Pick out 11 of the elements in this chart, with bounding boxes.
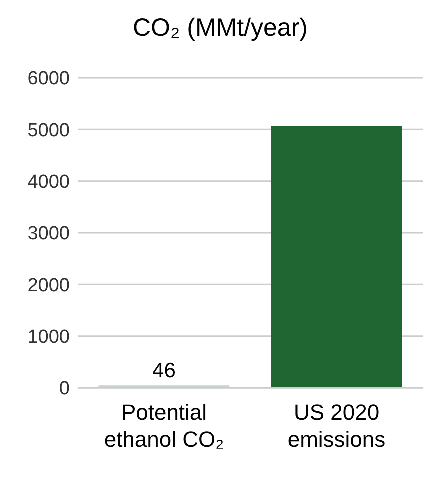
y-tick-label: 1000	[28, 327, 70, 348]
y-tick-label: 6000	[28, 68, 70, 90]
y-tick-label: 2000	[28, 275, 70, 296]
x-tick-label: Potential ethanol CO₂	[104, 400, 224, 452]
y-tick-label: 5000	[28, 120, 70, 142]
data-label: 46	[152, 360, 176, 383]
y-tick-label: 4000	[28, 172, 70, 194]
y-tick-label: 3000	[28, 224, 70, 245]
y-tick-label: 0	[59, 378, 70, 400]
chart-title: CO₂ (MMt/year)	[132, 14, 309, 44]
x-tick-label: US 2020 emissions	[288, 400, 386, 452]
